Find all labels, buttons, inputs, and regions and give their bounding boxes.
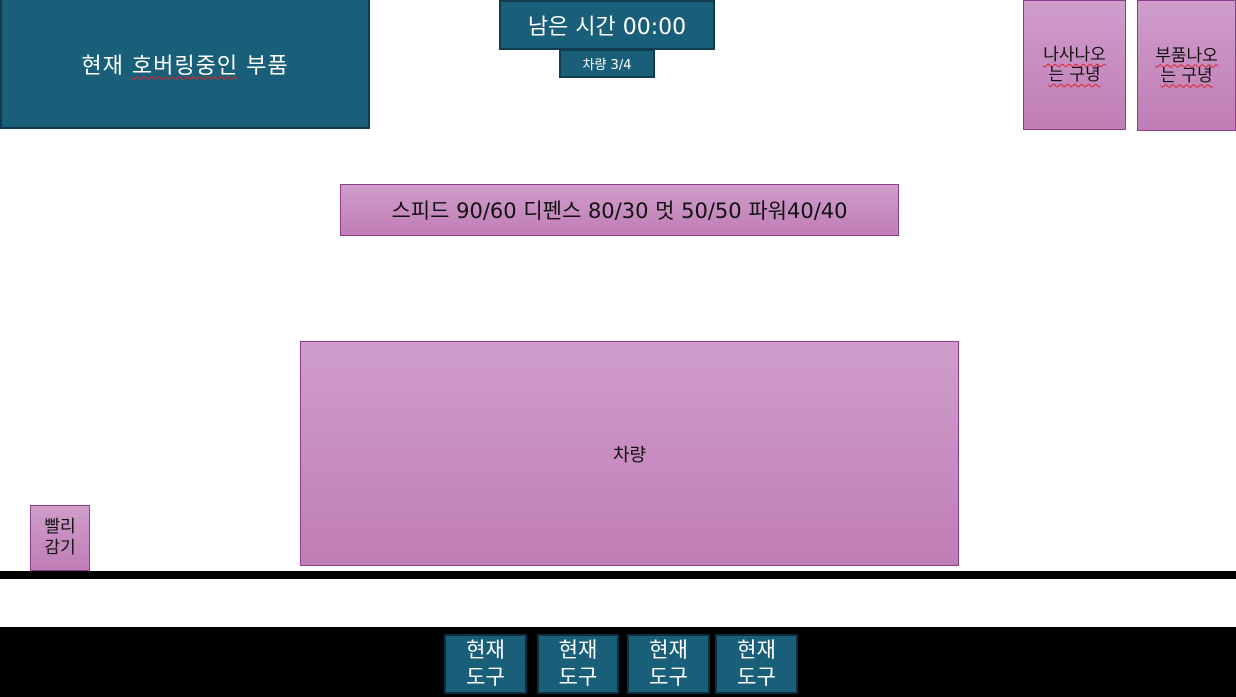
floor-divider: [0, 571, 1236, 579]
tool-slot-4[interactable]: 현재 도구: [715, 634, 798, 694]
vehicle-counter-label: 차량 3/4: [582, 58, 632, 73]
vehicle-counter: 차량 3/4: [559, 49, 655, 78]
hovered-part-name: 호버링중인: [131, 53, 239, 79]
vehicle-area[interactable]: 차량: [300, 341, 959, 566]
fast-forward-label-2: 감기: [44, 538, 76, 558]
hovered-part-suffix: 부품: [246, 53, 289, 79]
tool-slot-label-2: 도구: [737, 665, 776, 689]
screw-spawn-hole-label-1: 나사나오: [1043, 45, 1106, 65]
vehicle-label: 차량: [612, 444, 647, 466]
tool-slot-2[interactable]: 현재 도구: [537, 634, 619, 694]
tool-slot-label-1: 현재: [737, 638, 776, 662]
remaining-time-display: 남은 시간 00:00: [499, 0, 715, 50]
tool-slot-1[interactable]: 현재 도구: [444, 634, 527, 694]
tool-slot-label-2: 도구: [558, 665, 598, 689]
part-spawn-hole-label-2: 는 구녕: [1160, 65, 1213, 86]
part-spawn-hole-label-1: 부품나오: [1155, 45, 1218, 66]
tool-slot-label-1: 현재: [558, 638, 598, 662]
tool-slot-3[interactable]: 현재 도구: [627, 634, 710, 694]
hovered-part-prefix: 현재: [81, 53, 124, 79]
tool-slot-label-1: 현재: [466, 638, 505, 662]
fast-forward-button[interactable]: 빨리 감기: [30, 505, 90, 571]
tool-slot-label-1: 현재: [649, 638, 688, 662]
screw-spawn-hole[interactable]: 나사나오 는 구녕: [1023, 0, 1126, 130]
screw-spawn-hole-label-2: 는 구녕: [1048, 65, 1101, 85]
part-spawn-hole[interactable]: 부품나오 는 구녕: [1137, 0, 1236, 131]
tool-slot-label-2: 도구: [466, 665, 505, 689]
vehicle-stats-text: 스피드 90/60 디펜스 80/30 멋 50/50 파워40/40: [391, 199, 848, 223]
tool-slot-label-2: 도구: [649, 665, 688, 689]
fast-forward-label-1: 빨리: [44, 517, 76, 537]
remaining-time-label: 남은 시간 00:00: [527, 15, 687, 40]
hovered-part-panel: 현재 호버링중인 부품: [0, 0, 370, 129]
vehicle-stats-bar: 스피드 90/60 디펜스 80/30 멋 50/50 파워40/40: [340, 184, 899, 236]
